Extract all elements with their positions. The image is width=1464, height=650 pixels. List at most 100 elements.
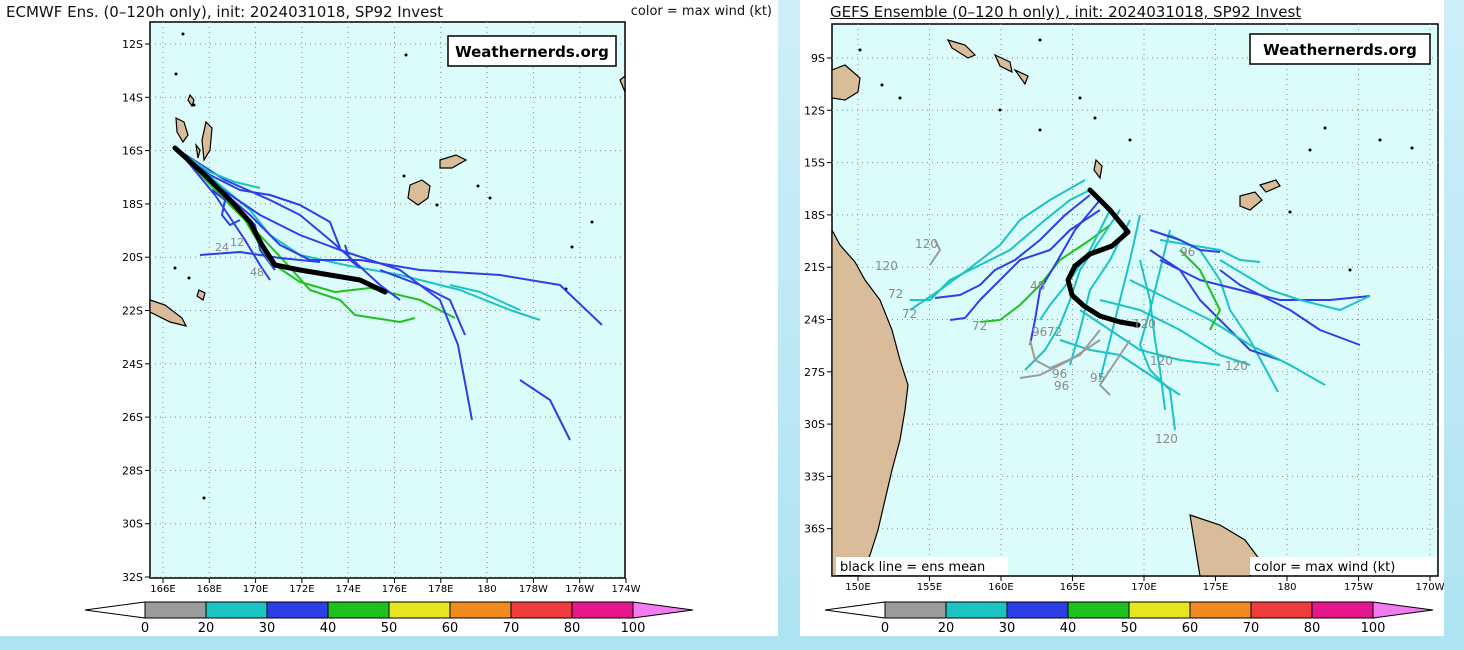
- lon-label: 168E: [197, 584, 222, 595]
- ecmwf-watermark: Weathernerds.org: [447, 35, 617, 67]
- track: [1099, 339, 1131, 396]
- lon-label: 170W: [1416, 582, 1444, 593]
- lon-label: 170E: [243, 584, 268, 595]
- colorbar-tick: 80: [1304, 621, 1321, 636]
- colorbar-segment: [884, 601, 947, 619]
- lat-label: 36S: [804, 523, 825, 536]
- ecmwf-colorbar: 0 20 30 40 50 60 70 80 100: [84, 601, 694, 636]
- track: [211, 189, 241, 226]
- hour-label: 12: [230, 236, 244, 249]
- colorbar-tick: 60: [442, 621, 459, 636]
- lon-label: 174E: [335, 584, 360, 595]
- fiji-island: [1239, 191, 1263, 211]
- new-caledonia-island: [149, 299, 188, 327]
- lat-label: 15S: [804, 157, 825, 170]
- lon-label: 176W: [565, 584, 594, 595]
- track: [979, 224, 1111, 323]
- track: [1149, 229, 1221, 253]
- track: [1029, 199, 1101, 346]
- gefs-small-islands: [858, 38, 1414, 272]
- colorbar-tick: 100: [621, 621, 646, 636]
- vanuatu-island: [175, 116, 189, 144]
- lat-label: 12S: [804, 104, 825, 117]
- lon-label: 170E: [1131, 582, 1156, 593]
- lon-label: 172E: [289, 584, 314, 595]
- track: [1029, 329, 1101, 369]
- hour-label: 72: [972, 319, 987, 333]
- island: [1013, 68, 1029, 86]
- track: [1069, 219, 1131, 366]
- colorbar-tick: 30: [999, 621, 1016, 636]
- track: [909, 179, 1086, 311]
- lon-label: 150E: [845, 582, 870, 593]
- track: [177, 149, 271, 281]
- lat-label: 30S: [804, 418, 825, 431]
- ecmwf-title: ECMWF Ens. (0–120h only), init: 20240310…: [6, 3, 772, 21]
- island: [196, 289, 206, 301]
- hour-label: 24: [215, 241, 229, 254]
- lat-label: 18S: [804, 209, 825, 222]
- lon-label: 175W: [1344, 582, 1373, 593]
- gefs-title: GEFS Ensemble (0–120 h only) , init: 202…: [830, 3, 1438, 21]
- track: [379, 269, 466, 336]
- gefs-mean-track: [1065, 187, 1141, 328]
- hour-label: 95: [1090, 371, 1105, 385]
- gefs-color-note: color = max wind (kt): [1254, 560, 1395, 575]
- hour-label: 120: [915, 237, 938, 251]
- track: [910, 189, 1091, 301]
- hour-label: 120: [1150, 354, 1173, 368]
- colorbar-segment: [266, 601, 329, 619]
- gefs-panel: GEFS Ensemble (0–120 h only) , init: 202…: [800, 0, 1444, 636]
- gefs-ensemble-tracks: [909, 179, 1371, 431]
- ecmwf-lon-labels: 166E 168E 170E 172E 174E 176E 178E 180 178W 176W 1…: [150, 578, 641, 595]
- colorbar-segment: [1128, 601, 1191, 619]
- island: [195, 142, 201, 159]
- track: [1139, 259, 1166, 411]
- hour-label: 48: [1030, 279, 1045, 293]
- lat-label: 24S: [122, 358, 143, 371]
- island: [187, 93, 195, 108]
- colorbar-tick: 0: [141, 621, 149, 636]
- track: [1099, 299, 1251, 366]
- colorbar-right-arrow: [632, 601, 694, 619]
- lon-label: 178E: [428, 584, 453, 595]
- hour-label: 120: [1225, 359, 1248, 373]
- hour-label: 96: [1054, 379, 1069, 393]
- colorbar-segment: [571, 601, 634, 619]
- gefs-colorbar: 0 20 30 40 50 60 70 80 100: [824, 601, 1434, 636]
- track: [177, 149, 401, 301]
- lon-label: 160E: [988, 582, 1013, 593]
- track: [1024, 209, 1121, 371]
- ecmwf-hour-labels: 24 48 12: [215, 236, 264, 279]
- colorbar-tick: 0: [881, 621, 889, 636]
- track: [177, 149, 341, 249]
- track: [177, 149, 416, 323]
- colorbar-tick: 40: [1060, 621, 1077, 636]
- hour-label: 96: [1052, 367, 1067, 381]
- lon-label: 176E: [382, 584, 407, 595]
- colorbar-segment: [388, 601, 451, 619]
- track: [934, 194, 1091, 299]
- island: [201, 120, 213, 162]
- lat-label: 32S: [122, 571, 143, 584]
- gefs-lat-labels: 9S 12S 15S 18S 21S 24S 27S 30S 33S 36S: [804, 52, 832, 536]
- ecmwf-title-text: ECMWF Ens. (0–120h only), init: 20240310…: [6, 3, 444, 21]
- lon-label: 178W: [519, 584, 548, 595]
- lat-label: 26S: [122, 411, 143, 424]
- lon-label: 166E: [150, 584, 175, 595]
- track: [449, 284, 521, 311]
- gefs-lon-labels: 150E 155E 160E 165E 170E 175E 180 175W 170W: [845, 576, 1444, 593]
- colorbar-tick: 20: [938, 621, 955, 636]
- fiji-island: [1258, 179, 1281, 193]
- vanua-levu-island: [439, 154, 468, 169]
- track: [344, 244, 361, 269]
- colorbar-tick: 60: [1182, 621, 1199, 636]
- hour-label: 48: [250, 266, 264, 279]
- lat-label: 16S: [122, 145, 143, 158]
- gefs-map: 120 120 72 72 48 72 96 72 96 96 95 120 1…: [804, 23, 1444, 636]
- lat-label: 20S: [122, 251, 143, 264]
- colorbar-segment: [1067, 601, 1130, 619]
- hour-label: 72: [888, 287, 903, 301]
- colorbar-segment: [1311, 601, 1374, 619]
- ecmwf-panel: ECMWF Ens. (0–120h only), init: 20240310…: [6, 3, 772, 636]
